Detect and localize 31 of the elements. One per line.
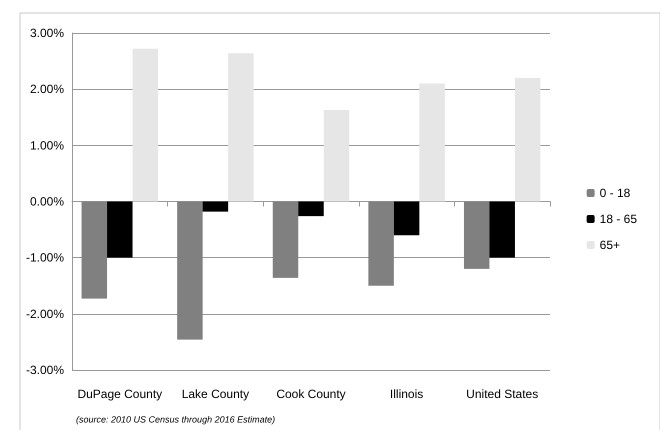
bar bbox=[228, 53, 254, 202]
bar bbox=[107, 202, 133, 258]
y-tick-label: 0.00% bbox=[30, 194, 64, 208]
bar bbox=[394, 202, 420, 236]
x-tick-label: DuPage County bbox=[77, 387, 162, 401]
legend-label: 0 - 18 bbox=[600, 186, 631, 200]
bar bbox=[132, 48, 158, 202]
bar bbox=[202, 202, 228, 212]
bar bbox=[368, 202, 394, 286]
y-tick-label: 1.00% bbox=[30, 138, 64, 152]
x-tick-label: Lake County bbox=[182, 387, 250, 401]
bar bbox=[514, 78, 540, 202]
y-tick-label: -3.00% bbox=[26, 363, 64, 377]
bar bbox=[177, 202, 203, 340]
x-tick-label: United States bbox=[466, 387, 538, 401]
text: (source: 2010 US Census through 2016 Estimate) bbox=[76, 414, 276, 424]
y-tick-label: -1.00% bbox=[26, 250, 64, 265]
bar bbox=[82, 202, 108, 299]
bar bbox=[298, 202, 324, 216]
y-tick-label: 2.00% bbox=[30, 82, 64, 96]
bar bbox=[489, 202, 515, 258]
bar bbox=[272, 202, 298, 278]
bar bbox=[464, 202, 490, 269]
x-tick-label: Illinois bbox=[390, 387, 424, 401]
legend-label: 18 - 65 bbox=[600, 212, 638, 226]
y-tick-label: 3.00% bbox=[30, 26, 64, 40]
x-tick-label: Cook County bbox=[276, 387, 346, 401]
y-tick-label: -2.00% bbox=[26, 306, 64, 321]
legend-label: 65+ bbox=[600, 238, 620, 252]
bar bbox=[419, 84, 445, 202]
bar bbox=[324, 110, 350, 202]
